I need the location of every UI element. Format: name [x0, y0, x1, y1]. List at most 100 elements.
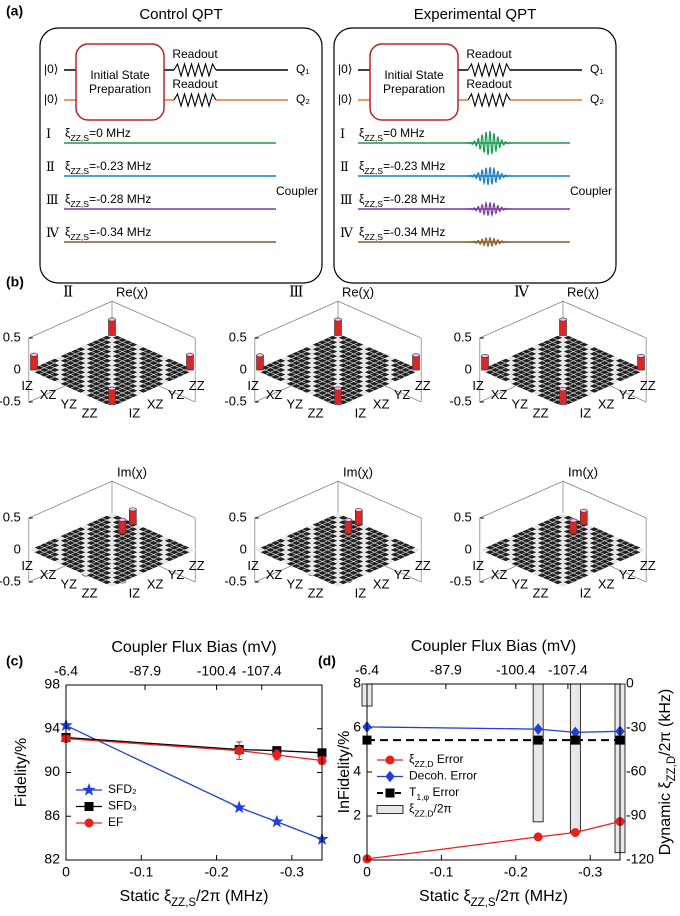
case-label-part: ZZ,S [70, 232, 89, 242]
case-label-part: =-0.28 MHz [89, 192, 151, 206]
marker [570, 828, 580, 837]
x-axis-title-part: Static ξ [419, 888, 471, 905]
y-tick-label: 94 [44, 719, 60, 735]
case-label-part: ξ [65, 126, 71, 140]
case-label-part: =-0.23 MHz [89, 159, 151, 173]
case-label-part: ξ [65, 159, 71, 173]
axis-label: XZ [373, 576, 390, 591]
chi-bar-cap [334, 386, 342, 391]
legend-label: ξZZ,D/2π [409, 802, 452, 819]
qubit-label: Q₁ [590, 62, 603, 76]
y-tick-label: 86 [44, 807, 60, 823]
axis-label: XZ [147, 396, 164, 411]
axis-label: XZ [491, 567, 508, 582]
marker [234, 746, 244, 756]
legend-label-part: ξ [409, 752, 415, 766]
legend-label: ξZZ,D Error [409, 752, 464, 769]
x2-tick-label: -6.4 [54, 663, 78, 679]
axis-label: XZ [40, 387, 57, 402]
x-tick-label: 0 [62, 864, 70, 880]
case-label-part: =-0.34 MHz [383, 225, 445, 239]
panel-label: (c) [6, 653, 23, 669]
axis-label: IZ [355, 406, 367, 421]
chi-bar-cap [30, 352, 38, 357]
case-label: ξZZ,S=-0.28 MHz [65, 192, 151, 209]
case-label-part: ZZ,S [364, 166, 383, 176]
axis-label: YZ [286, 396, 303, 411]
chi-cell [332, 581, 344, 588]
x-axis-title-part: /2π (MHz) [496, 888, 568, 905]
x-tick-label: -0.2 [205, 864, 229, 880]
case-label-part: ZZ,S [364, 232, 383, 242]
legend-label: Decoh. Error [409, 769, 477, 783]
chi-bar-cap [481, 354, 489, 358]
plot-title: Im(χ) [117, 464, 147, 479]
z-tick-label: -0.5 [224, 573, 246, 588]
chi-cell [106, 581, 118, 588]
case-label-part: ξ [359, 192, 365, 206]
case-label-part: ξ [359, 225, 365, 239]
ket: |0⟩ [44, 62, 58, 76]
x-axis-title-part: ZZ,S [471, 897, 496, 909]
case-label: ξZZ,S=-0.28 MHz [359, 192, 445, 209]
legend-label: SFD₂ [108, 782, 137, 796]
legend-marker [82, 782, 96, 796]
y-tick-label: 90 [44, 763, 60, 779]
case-label: ξZZ,S=0 MHz [359, 126, 425, 143]
y-tick-label: 82 [44, 851, 60, 867]
z-tick-label: -0.5 [449, 393, 471, 408]
case-numeral: Ⅰ [340, 126, 345, 141]
chi-bar-cap [108, 317, 116, 322]
legend-label-part: ZZ,D [414, 759, 433, 769]
axis-label: XZ [266, 387, 283, 402]
x-tick-label: -0.3 [280, 864, 304, 880]
chi-bar-cap [637, 354, 645, 358]
y2-tick-label: -90 [626, 807, 646, 823]
case-numeral: Ⅱ [46, 159, 55, 174]
init-label: Initial State [384, 68, 444, 82]
chi-bar [569, 520, 578, 535]
panel-label: (d) [318, 653, 336, 669]
plot-frame [65, 684, 323, 861]
axis-label: ZZ [640, 378, 656, 393]
axis-label: ZZ [189, 558, 205, 573]
z-tick-label: -0.5 [224, 393, 246, 408]
axis-label: ZZ [82, 406, 98, 421]
case-label-part: ZZ,S [70, 166, 89, 176]
series-line [366, 726, 621, 734]
legend-label: SFD₃ [108, 799, 137, 813]
legend-label-part: 1,φ [416, 792, 429, 802]
axis-label: ZZ [415, 558, 431, 573]
legend-marker [385, 770, 395, 783]
x-tick-label: -0.3 [578, 864, 602, 880]
z-tick-label: 0.5 [454, 329, 472, 344]
axis-label: ZZ [640, 558, 656, 573]
plot-title: Re(χ) [567, 284, 599, 299]
axis-label: IZ [472, 558, 484, 573]
chi-bar [559, 388, 567, 405]
box-edge [254, 480, 422, 519]
chi-bar [108, 388, 116, 405]
legend-label-part: Error [429, 785, 459, 799]
z-tick-label: 0 [14, 541, 21, 556]
chi-bar [334, 319, 342, 336]
axis-label: XZ [147, 576, 164, 591]
readout-gap [468, 92, 510, 108]
chi-bar-cap [579, 508, 588, 513]
axis-label: YZ [60, 576, 77, 591]
init-label: Preparation [89, 82, 151, 96]
chi-bar [256, 354, 264, 371]
plot-title: Im(χ) [343, 464, 373, 479]
box-edge [479, 300, 647, 339]
plot-numeral: Ⅳ [514, 284, 530, 300]
axis-label: YZ [286, 576, 303, 591]
marker [533, 832, 543, 842]
z-tick-label: 0.5 [454, 509, 472, 524]
axis-label: ZZ [533, 586, 549, 601]
y-tick-label: 0 [353, 851, 361, 867]
z-tick-label: -0.5 [449, 573, 471, 588]
chi-bar-cap [129, 507, 137, 512]
readout-label: Readout [172, 77, 218, 91]
chi-bar [637, 355, 645, 371]
box-edge [28, 300, 196, 339]
